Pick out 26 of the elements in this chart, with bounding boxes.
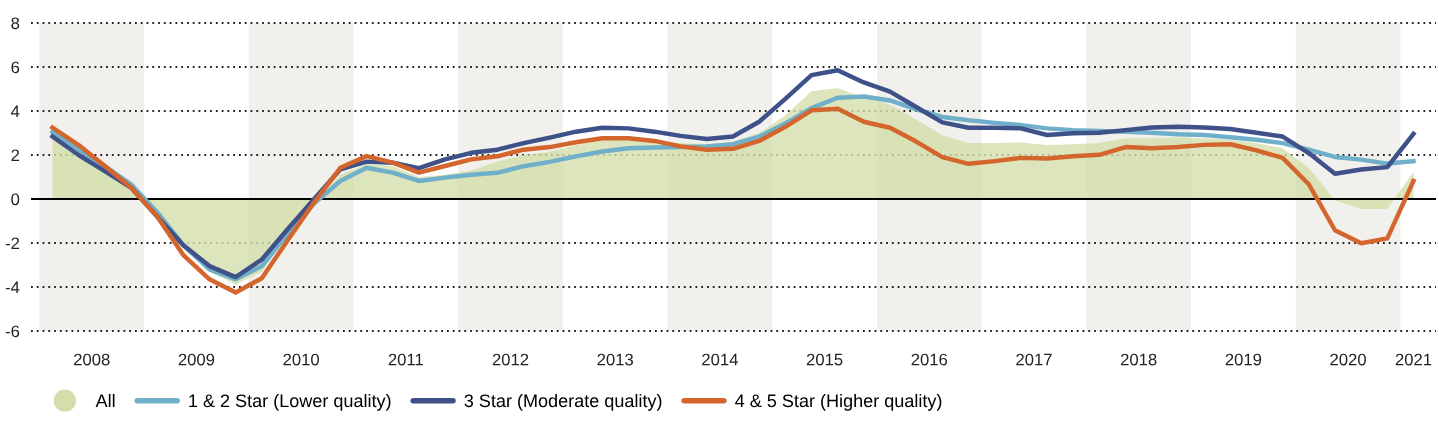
x-tick-label: 2013	[597, 353, 633, 366]
x-tick-label: 2020	[1330, 353, 1366, 366]
y-tick-label: 8	[11, 17, 20, 30]
legend-label: 4 & 5 Star (Higher quality)	[735, 393, 942, 411]
x-tick-label: 2015	[806, 353, 843, 366]
x-tick-label: 2021	[1395, 353, 1432, 366]
y-tick-label: 6	[11, 61, 20, 74]
x-tick-label: 2017	[1016, 353, 1052, 366]
x-tick-label: 2014	[702, 353, 738, 366]
y-tick-label: 4	[11, 105, 20, 118]
legend-label: 1 & 2 Star (Lower quality)	[189, 393, 391, 411]
y-tick-label: 2	[11, 149, 20, 162]
x-tick-label: 2018	[1120, 353, 1157, 366]
x-tick-label: 2011	[388, 353, 423, 366]
legend-label: All	[95, 393, 115, 407]
x-tick-label: 2008	[74, 353, 110, 366]
x-tick-label: 2012	[492, 353, 529, 366]
x-tick-label: 2009	[178, 353, 215, 366]
x-tick-label: 2016	[911, 353, 948, 366]
x-tick-label: 2019	[1225, 353, 1262, 366]
y-tick-label: -2	[5, 237, 20, 250]
x-tick-label: 2010	[283, 353, 319, 366]
y-tick-label: -6	[5, 325, 20, 338]
legend-label: 3 Star (Moderate quality)	[464, 393, 662, 411]
y-tick-label: -4	[5, 281, 20, 294]
y-tick-label: 0	[11, 193, 20, 206]
